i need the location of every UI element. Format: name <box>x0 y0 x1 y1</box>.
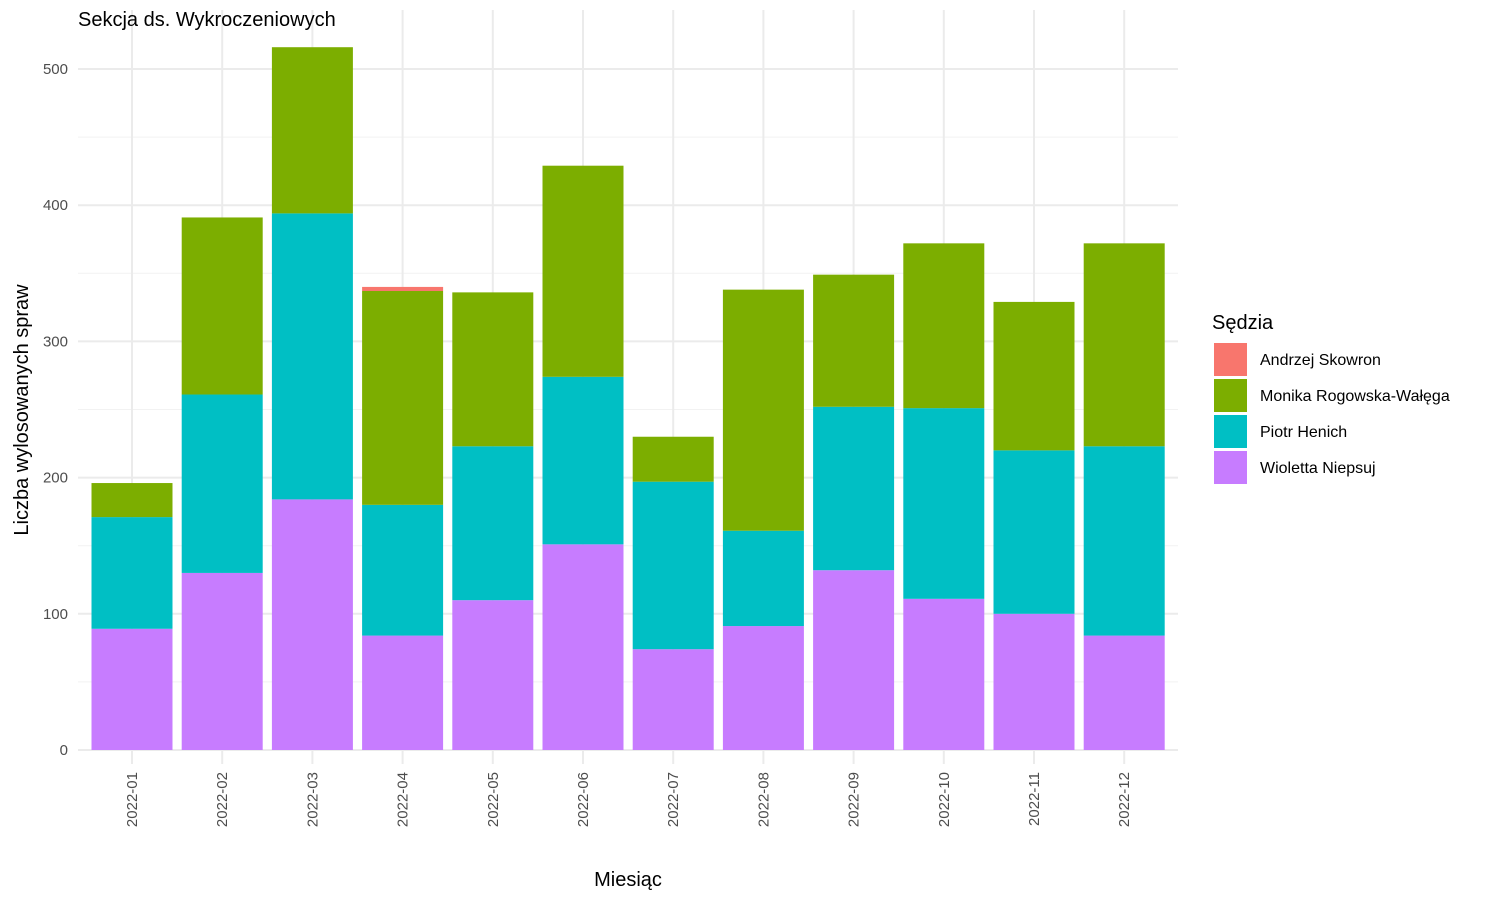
legend-swatch <box>1214 343 1247 376</box>
legend-label: Piotr Henich <box>1260 424 1347 441</box>
bar-segment-2022-12-1 <box>1083 243 1165 447</box>
bar-segment-2022-06-2 <box>542 376 624 545</box>
bar-segment-2022-12-2 <box>1083 446 1165 636</box>
bar-segment-2022-01-3 <box>91 628 173 750</box>
bar-segment-2022-04-2 <box>362 504 444 636</box>
bar-segment-2022-03-3 <box>271 499 353 750</box>
bar-segment-2022-11-3 <box>993 613 1075 750</box>
x-tick-label: 2022-05 <box>485 772 502 827</box>
bar-segment-2022-07-2 <box>632 481 714 650</box>
x-tick-label: 2022-01 <box>124 772 141 827</box>
x-axis-title: Miesiąc <box>594 869 662 891</box>
bar-segment-2022-11-2 <box>993 450 1075 614</box>
bar-segment-2022-09-2 <box>813 406 895 571</box>
bar-segment-2022-06-1 <box>542 165 624 377</box>
y-axis-title: Liczba wylosowanych spraw <box>11 284 33 536</box>
bar-segment-2022-01-1 <box>91 483 173 518</box>
bar-segment-2022-05-3 <box>452 600 534 750</box>
x-tick-label: 2022-04 <box>395 772 412 827</box>
legend-label: Monika Rogowska-Wałęga <box>1260 388 1450 405</box>
bar-segment-2022-10-2 <box>903 408 985 599</box>
bar-segment-2022-02-2 <box>181 394 263 573</box>
bar-segment-2022-08-1 <box>722 289 804 531</box>
y-tick-label: 300 <box>43 333 68 350</box>
y-tick-label: 500 <box>43 61 68 78</box>
bar-segment-2022-07-3 <box>632 649 714 750</box>
x-tick-label: 2022-11 <box>1026 772 1043 826</box>
legend-swatch <box>1214 451 1247 484</box>
x-tick-label: 2022-03 <box>304 772 321 827</box>
legend-label: Wioletta Niepsuj <box>1260 460 1376 477</box>
bar-segment-2022-08-3 <box>722 626 804 750</box>
bar-segment-2022-10-1 <box>903 243 985 409</box>
bar-segment-2022-08-2 <box>722 530 804 627</box>
bar-segment-2022-04-3 <box>362 635 444 750</box>
y-tick-label: 100 <box>43 606 68 623</box>
bar-segment-2022-01-2 <box>91 517 173 629</box>
chart-title: Sekcja ds. Wykroczeniowych <box>78 9 336 31</box>
x-tick-label: 2022-09 <box>846 772 863 827</box>
bar-segment-2022-03-2 <box>271 213 353 500</box>
legend-swatch <box>1214 415 1247 448</box>
legend-swatch <box>1214 379 1247 412</box>
legend-items: Andrzej Skowron Monika Rogowska-Wałęga Pio… <box>1214 343 1450 484</box>
bar-segment-2022-06-3 <box>542 544 624 750</box>
x-tick-label: 2022-10 <box>936 772 953 827</box>
bar-segment-2022-05-2 <box>452 446 534 601</box>
y-tick-label: 0 <box>60 742 68 759</box>
bar-segment-2022-05-1 <box>452 292 534 447</box>
y-tick-label: 200 <box>43 470 68 487</box>
x-tick-label: 2022-12 <box>1116 772 1133 827</box>
bar-segment-2022-11-1 <box>993 301 1075 451</box>
bars-layer <box>91 47 1165 750</box>
bar-segment-2022-09-3 <box>813 570 895 750</box>
bar-segment-2022-12-3 <box>1083 635 1165 750</box>
bar-segment-2022-10-3 <box>903 598 985 750</box>
x-tick-label: 2022-06 <box>575 772 592 827</box>
bar-segment-2022-04-0 <box>362 286 444 292</box>
bar-segment-2022-02-1 <box>181 217 263 395</box>
axis-layer: 0 100 200 300 400 500 2022-01 2022-02 2022-03 202… <box>43 61 1133 827</box>
x-tick-label: 2022-07 <box>665 772 682 827</box>
legend-title: Sędzia <box>1212 312 1274 334</box>
legend: Sędzia Andrzej Skowron Monika Rogowska-Wa… <box>1212 312 1450 484</box>
legend-label: Andrzej Skowron <box>1260 352 1381 369</box>
x-tick-label: 2022-08 <box>755 772 772 827</box>
bar-segment-2022-03-1 <box>271 47 353 214</box>
x-tick-label: 2022-02 <box>214 772 231 827</box>
y-tick-label: 400 <box>43 197 68 214</box>
bar-segment-2022-02-3 <box>181 572 263 750</box>
bar-segment-2022-09-1 <box>813 274 895 407</box>
bar-segment-2022-07-1 <box>632 436 714 482</box>
bar-segment-2022-04-1 <box>362 291 444 505</box>
